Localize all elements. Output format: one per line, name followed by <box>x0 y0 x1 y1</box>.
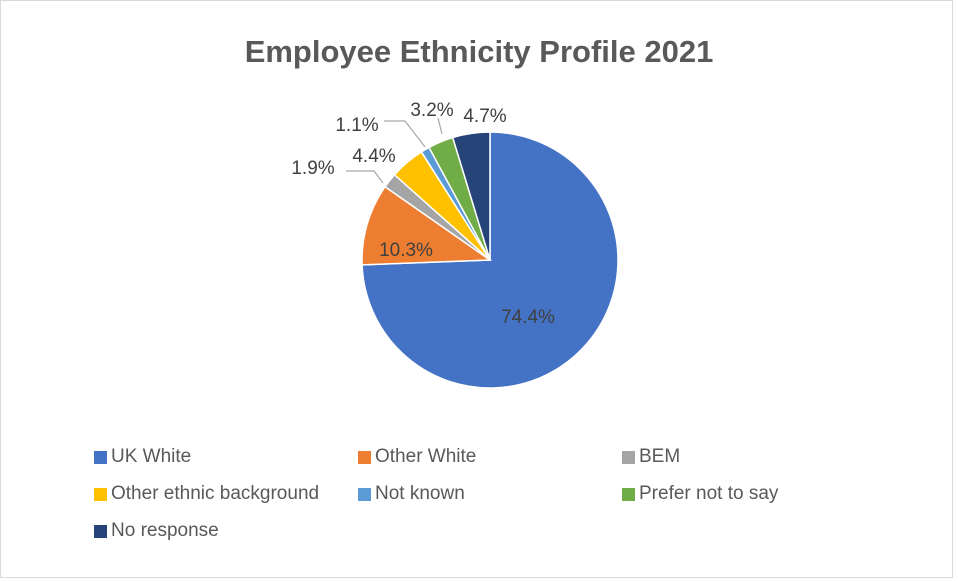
legend-label: Prefer not to say <box>639 483 779 504</box>
leader-line-not-known <box>384 120 426 148</box>
legend-label: Other White <box>375 446 477 467</box>
data-label-not-known: 1.1% <box>335 115 378 136</box>
chart-title: Employee Ethnicity Profile 2021 <box>244 34 714 69</box>
legend-item-prefer-not-to-say: Prefer not to say <box>622 483 778 505</box>
legend-swatch <box>94 524 107 538</box>
legend-item-uk-white: UK White <box>94 446 191 468</box>
legend-label: Not known <box>375 483 465 504</box>
legend-swatch <box>622 450 635 464</box>
pie-slice-other-white <box>361 185 493 266</box>
data-label-no-response: 4.7% <box>463 106 506 127</box>
legend-item-not-known: Not known <box>358 483 465 505</box>
leader-line-bem <box>346 170 384 184</box>
data-label-bem: 1.9% <box>291 158 334 179</box>
data-label-uk-white: 74.4% <box>501 307 555 328</box>
data-label-other-ethnic-background: 4.4% <box>352 146 395 167</box>
legend-item-bem: BEM <box>622 446 680 468</box>
legend-item-other-ethnic-background: Other ethnic background <box>94 483 319 505</box>
legend-item-no-response: No response <box>94 520 219 542</box>
legend-label: No response <box>111 520 219 541</box>
legend-swatch <box>94 450 107 464</box>
data-label-prefer-not-to-say: 3.2% <box>410 100 453 121</box>
legend-label: Other ethnic background <box>111 483 320 504</box>
legend-label: BEM <box>639 446 681 467</box>
legend-swatch <box>358 487 371 501</box>
pie-slices <box>361 131 619 389</box>
legend-label: UK White <box>111 446 192 467</box>
legend-swatch <box>94 487 107 501</box>
legend-item-other-white: Other White <box>358 446 476 468</box>
legend-swatch <box>622 487 635 501</box>
leader-lines <box>346 117 443 184</box>
data-labels: 74.4% 10.3% 1.9% 4.4% 1.1% 3.2% 4.7% <box>291 100 555 328</box>
data-label-other-white: 10.3% <box>379 240 433 261</box>
legend-swatch <box>358 450 371 464</box>
pie-slice-no-response <box>451 131 491 261</box>
leader-line-prefer-not-to-say <box>437 117 443 135</box>
